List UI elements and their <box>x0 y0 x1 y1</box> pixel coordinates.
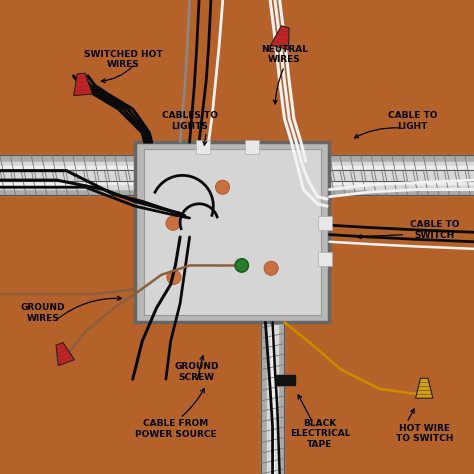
Circle shape <box>235 259 248 272</box>
Bar <box>318 252 332 266</box>
Circle shape <box>167 270 181 284</box>
Polygon shape <box>416 378 433 398</box>
Text: NEUTRAL
WIRES: NEUTRAL WIRES <box>261 45 308 64</box>
Bar <box>144 149 321 315</box>
Bar <box>318 216 332 230</box>
Circle shape <box>264 261 278 275</box>
Polygon shape <box>74 73 92 96</box>
Text: CABLE FROM
POWER SOURCE: CABLE FROM POWER SOURCE <box>135 419 216 438</box>
Circle shape <box>215 180 229 194</box>
Polygon shape <box>56 343 74 365</box>
Text: CABLE TO
LIGHT: CABLE TO LIGHT <box>388 111 437 130</box>
Text: SWITCHED HOT
WIRES: SWITCHED HOT WIRES <box>84 50 163 69</box>
Polygon shape <box>271 26 289 50</box>
Bar <box>196 140 210 154</box>
Text: CABLE TO
SWITCH: CABLE TO SWITCH <box>410 220 459 239</box>
Bar <box>135 142 329 322</box>
Circle shape <box>166 216 180 230</box>
Text: GROUND
WIRES: GROUND WIRES <box>20 303 65 322</box>
Text: BLACK
ELECTRICAL
TAPE: BLACK ELECTRICAL TAPE <box>290 419 350 448</box>
Text: GROUND
SCREW: GROUND SCREW <box>174 363 219 382</box>
Text: HOT WIRE
TO SWITCH: HOT WIRE TO SWITCH <box>395 424 453 443</box>
Text: CABLES TO
LIGHTS: CABLES TO LIGHTS <box>162 111 218 130</box>
Bar <box>245 140 259 154</box>
